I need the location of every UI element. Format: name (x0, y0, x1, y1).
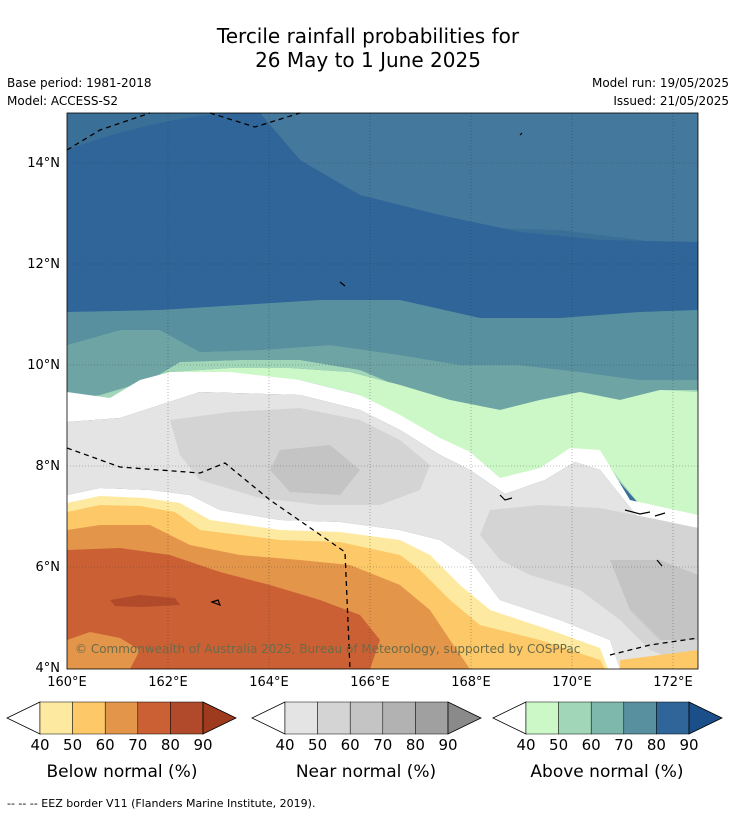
colorbar-under-arrow (492, 701, 527, 735)
lon-label-164e: 164°E (249, 675, 289, 690)
colorbar-tick-label: 50 (549, 736, 568, 754)
model-text: Model: ACCESS-S2 (7, 94, 119, 108)
islands (210, 132, 666, 607)
colorbar-segment (104, 701, 139, 735)
colorbar-tick-label: 90 (438, 736, 457, 754)
colorbar-segment (317, 701, 351, 735)
colorbar-above-normal: 40 50 60 70 80 90 (492, 701, 723, 754)
colorbar-segment (39, 701, 73, 735)
colorbar-tick-label: 60 (96, 736, 115, 754)
colorbar-tick-label: 60 (341, 736, 360, 754)
colorbars: 40 50 60 70 80 90 40 50 60 70 80 90 40 50 60 70 80 90 (6, 701, 723, 754)
lat-label-8n: 8°N (35, 459, 61, 474)
colorbar-near-normal: 40 50 60 70 80 90 (251, 701, 482, 754)
colorbar-segment (349, 701, 384, 735)
colorbar-segment (72, 701, 106, 735)
colorbar-over-arrow (688, 701, 723, 735)
eez-footnote: -- -- -- EEZ border V11 (Flanders Marine… (7, 797, 316, 810)
info-right: Model run: 19/05/2025 Issued: 21/05/2025 (592, 74, 729, 110)
colorbar-under-arrow (251, 701, 286, 735)
colorbar-tick-label: 50 (308, 736, 327, 754)
colorbar-segment (590, 701, 625, 735)
colorbar-below-normal: 40 50 60 70 80 90 (6, 701, 237, 754)
colorbar-tick-label: 90 (679, 736, 698, 754)
colorbar-tick-label: 40 (516, 736, 535, 754)
colorbar-segment (525, 701, 559, 735)
colorbar-label-above: Above normal (%) (530, 762, 684, 782)
colorbar-label-below: Below normal (%) (46, 762, 198, 782)
colorbar-tick-label: 70 (373, 736, 392, 754)
colorbar-label-near: Near normal (%) (295, 762, 437, 782)
colorbar-tick-label: 60 (582, 736, 601, 754)
lon-label-172e: 172°E (653, 675, 693, 690)
colorbar-tick-label: 80 (161, 736, 180, 754)
lon-label-170e: 170°E (552, 675, 592, 690)
title-line-2: 26 May to 1 June 2025 (255, 48, 481, 72)
colorbar-under-arrow (6, 701, 41, 735)
lon-label-160e: 160°E (47, 675, 87, 690)
colorbar-tick-label: 50 (63, 736, 82, 754)
lon-label-168e: 168°E (451, 675, 491, 690)
eez-borders (66, 112, 699, 670)
lat-label-6n: 6°N (35, 560, 61, 575)
lat-label-14n: 14°N (27, 156, 60, 171)
issued-text: Issued: 21/05/2025 (613, 94, 729, 108)
colorbar-segment (558, 701, 592, 735)
colorbar-segment (382, 701, 416, 735)
lon-label-162e: 162°E (148, 675, 188, 690)
colorbar-tick-label: 40 (30, 736, 49, 754)
colorbar-tick-label: 40 (275, 736, 294, 754)
colorbar-tick-label: 90 (193, 736, 212, 754)
probability-map (66, 112, 699, 670)
colorbar-segment (623, 701, 657, 735)
colorbar-segment (137, 701, 171, 735)
colorbar-tick-label: 70 (614, 736, 633, 754)
colorbar-segment (415, 701, 449, 735)
map-frame (66, 112, 699, 670)
copyright-text: © Commonwealth of Australia 2025, Bureau… (75, 642, 581, 656)
lat-label-4n: 4°N (35, 661, 61, 676)
colorbar-tick-label: 80 (647, 736, 666, 754)
colorbar-over-arrow (447, 701, 482, 735)
base-period-text: Base period: 1981-2018 (7, 76, 152, 90)
title-line-1: Tercile rainfall probabilities for (216, 24, 520, 48)
grid-lines (67, 113, 698, 669)
map-fill-layer (67, 113, 698, 669)
colorbar-segment (284, 701, 318, 735)
colorbar-tick-label: 70 (128, 736, 147, 754)
colorbar-segment (656, 701, 690, 735)
colorbar-tick-label: 80 (406, 736, 425, 754)
info-left: Base period: 1981-2018 Model: ACCESS-S2 (7, 74, 152, 110)
model-run-text: Model run: 19/05/2025 (591, 76, 729, 90)
lon-label-166e: 166°E (350, 675, 390, 690)
lat-label-10n: 10°N (27, 358, 60, 373)
colorbar-segment (170, 701, 204, 735)
lat-label-12n: 12°N (27, 257, 60, 272)
colorbar-over-arrow (202, 701, 237, 735)
